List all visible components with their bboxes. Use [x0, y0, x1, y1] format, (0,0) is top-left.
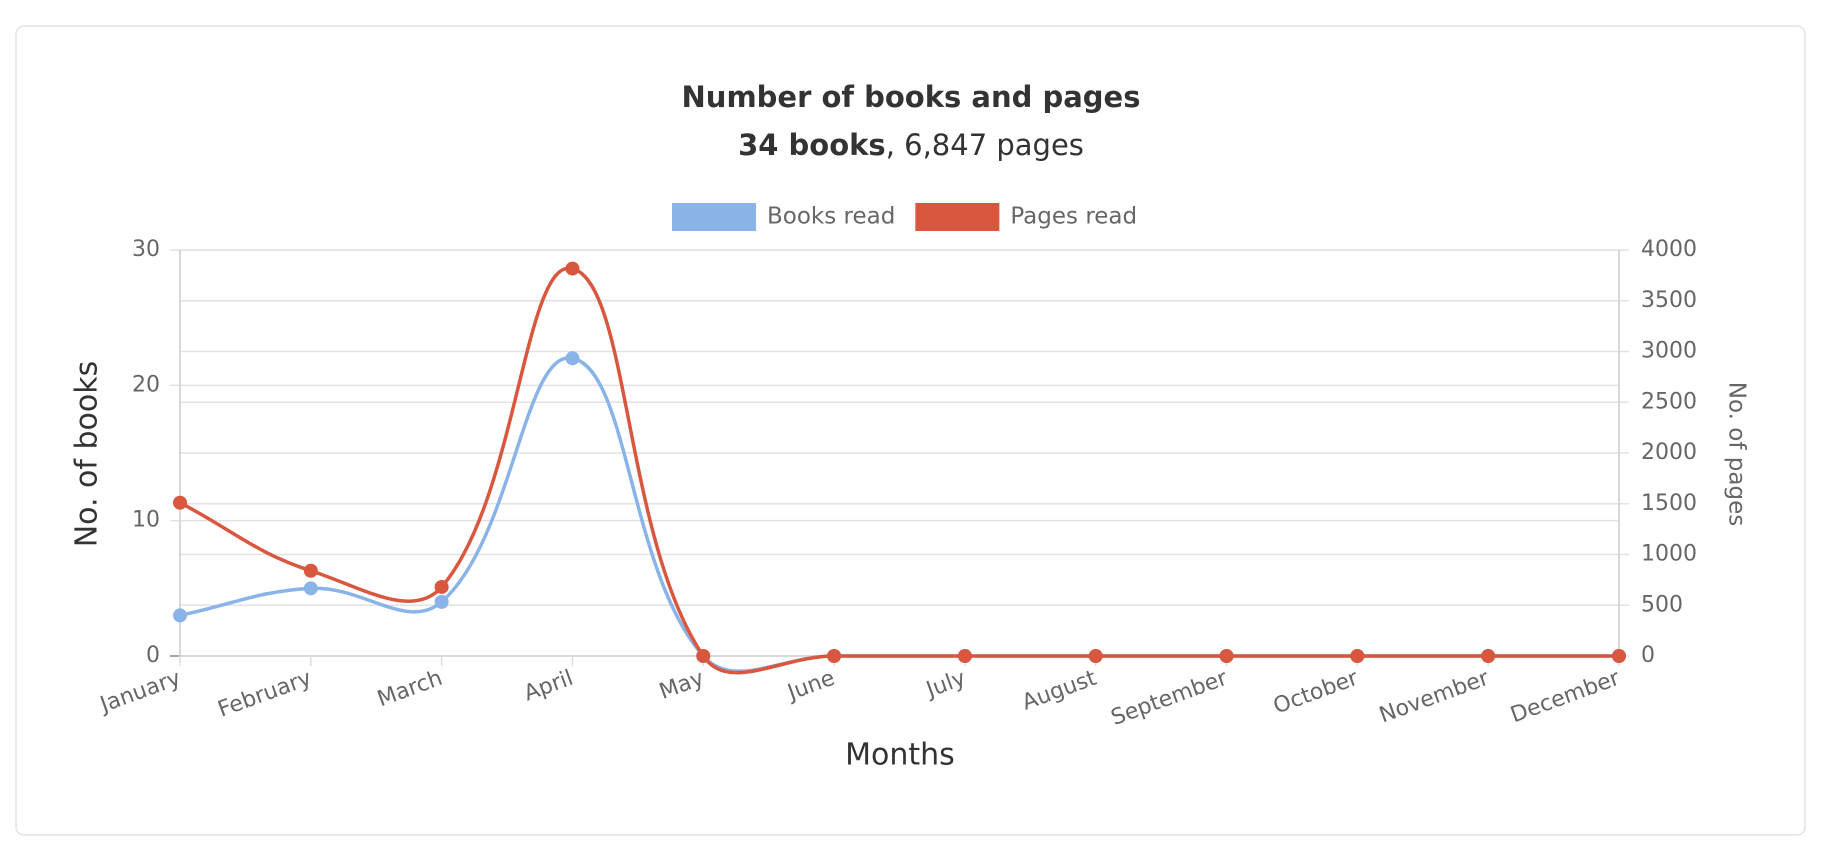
y2-tick-label: 3500: [1641, 288, 1697, 313]
point: [434, 579, 449, 594]
point: [565, 261, 580, 276]
point: [1481, 649, 1496, 663]
point: [1612, 649, 1626, 663]
legend-label: Pages read: [1010, 204, 1137, 230]
point: [173, 608, 187, 623]
point: [303, 563, 318, 578]
legend-label: Books read: [767, 204, 895, 230]
y2-tick-label: 2000: [1641, 440, 1697, 465]
point: [173, 495, 187, 510]
card: [15, 25, 1806, 836]
y2-tick-label: 1500: [1641, 491, 1697, 516]
legend-swatch: [915, 203, 1000, 231]
subtitle-bold: 34 books: [738, 128, 886, 162]
legend-swatch: [672, 203, 756, 231]
point: [827, 649, 842, 663]
point: [696, 649, 711, 663]
y-tick-label: 10: [132, 508, 160, 533]
chart-subtitle: 34 books, 6,847 pages: [738, 128, 1084, 162]
subtitle-rest: , 6,847 pages: [886, 128, 1084, 162]
y2-tick-label: 1000: [1641, 542, 1697, 567]
point: [957, 649, 972, 663]
point: [1350, 649, 1365, 663]
point: [1088, 649, 1103, 663]
y2-tick-label: 3000: [1641, 339, 1697, 364]
y2-tick-label: 2500: [1641, 389, 1697, 414]
point: [434, 594, 449, 609]
y-axis-title: No. of books: [70, 361, 105, 548]
x-axis-title: Months: [845, 738, 955, 773]
y-tick-label: 20: [132, 372, 160, 397]
chart-title: Number of books and pages: [682, 80, 1141, 114]
y2-tick-label: 4000: [1641, 237, 1697, 262]
point: [303, 581, 318, 596]
point: [565, 351, 580, 366]
y2-tick-label: 500: [1641, 592, 1683, 617]
grid: [170, 249, 1629, 657]
y2-tick-label: 0: [1641, 643, 1655, 668]
y-tick-label: 0: [146, 643, 160, 668]
point: [1219, 649, 1234, 663]
y2-axis-title: No. of pages: [1724, 382, 1750, 526]
y-tick-label: 30: [132, 237, 160, 262]
